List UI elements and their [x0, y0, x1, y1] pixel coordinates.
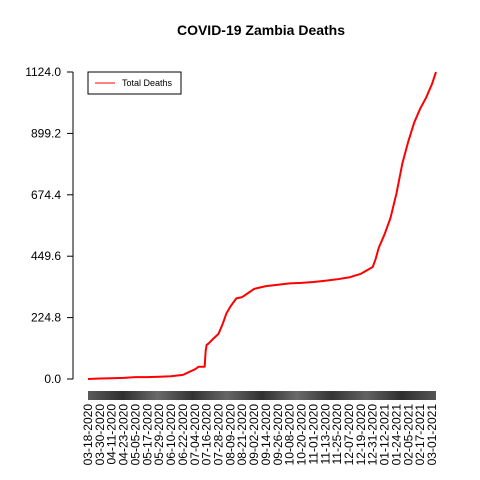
- x-tick-label: 09-02-2020: [247, 404, 261, 466]
- y-tick-label: 899.2: [31, 126, 61, 140]
- x-tick-label: 05-05-2020: [128, 404, 142, 466]
- x-tick-label: 05-29-2020: [152, 404, 166, 466]
- x-tick-label: 10-08-2020: [283, 404, 297, 466]
- x-tick-label: 06-22-2020: [176, 404, 190, 466]
- x-tick-label: 09-26-2020: [271, 404, 285, 466]
- x-tick-label: 07-16-2020: [200, 404, 214, 466]
- x-tick-label: 03-30-2020: [93, 404, 107, 466]
- x-tick-label: 12-19-2020: [354, 404, 368, 466]
- x-tick-label: 07-04-2020: [188, 404, 202, 466]
- y-axis-ticks: 0.0 224.8 449.6 674.4 899.2 1124.0: [25, 65, 73, 386]
- y-tick-label: 224.8: [31, 311, 61, 325]
- x-axis-tick-band: [88, 391, 436, 400]
- x-tick-label: 04-23-2020: [117, 404, 131, 466]
- x-tick-label: 01-12-2021: [378, 404, 392, 466]
- series-group: [87, 71, 437, 380]
- x-tick-label: 10-20-2020: [295, 404, 309, 466]
- x-tick-band: [88, 391, 436, 400]
- x-tick-label: 12-31-2020: [366, 404, 380, 466]
- x-tick-label: 11-25-2020: [330, 404, 344, 465]
- x-tick-label: 01-24-2021: [389, 404, 403, 466]
- legend-label-total-deaths: Total Deaths: [122, 78, 173, 88]
- chart-title: COVID-19 Zambia Deaths: [177, 22, 345, 38]
- x-tick-label: 12-07-2020: [342, 404, 356, 466]
- legend: Total Deaths: [87, 71, 182, 95]
- x-axis-labels: 03-18-202003-30-202004-11-202004-23-2020…: [81, 404, 439, 466]
- x-tick-label: 08-21-2020: [235, 404, 249, 466]
- series-line-total-deaths: [87, 71, 437, 380]
- x-tick-label: 07-28-2020: [212, 404, 226, 466]
- x-tick-label: 11-01-2020: [306, 404, 320, 465]
- y-tick-label: 674.4: [31, 188, 61, 202]
- x-tick-label: 05-17-2020: [140, 404, 154, 466]
- y-tick-label: 1124.0: [25, 65, 61, 79]
- x-tick-label: 03-18-2020: [81, 404, 95, 466]
- x-tick-label: 02-05-2021: [401, 404, 415, 466]
- y-tick-label: 0.0: [44, 372, 61, 386]
- x-tick-label: 09-14-2020: [259, 404, 273, 466]
- x-tick-label: 08-09-2020: [223, 404, 237, 466]
- y-tick-label: 449.6: [31, 249, 61, 263]
- x-tick-label: 06-10-2020: [164, 404, 178, 466]
- x-tick-label: 03-01-2021: [425, 404, 439, 466]
- x-tick-label: 11-13-2020: [318, 404, 332, 465]
- legend-box: [87, 71, 182, 95]
- x-tick-label: 02-17-2021: [413, 404, 427, 466]
- x-tick-label: 04-11-2020: [105, 404, 119, 465]
